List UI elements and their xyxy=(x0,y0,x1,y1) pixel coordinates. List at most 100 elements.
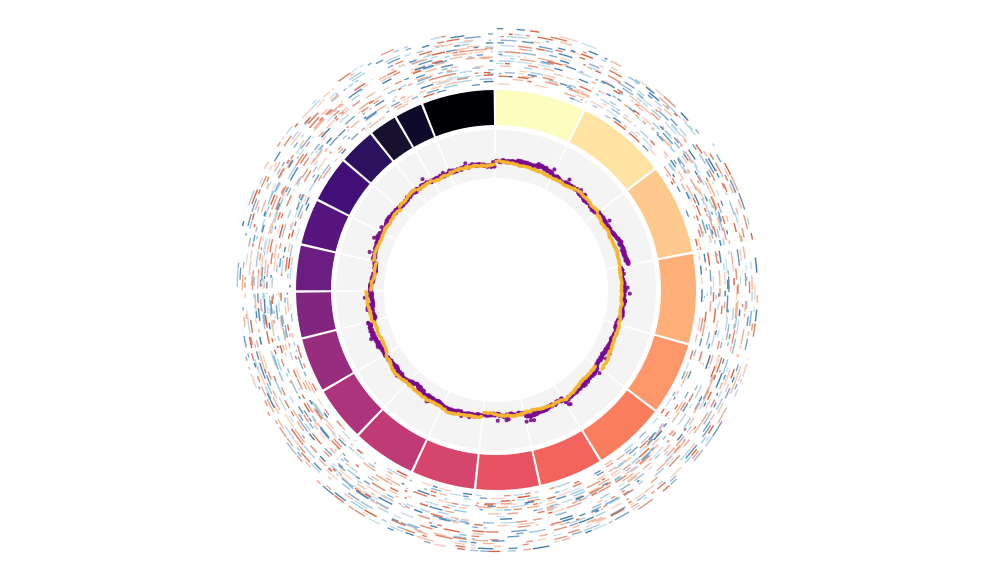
heat-cell xyxy=(271,319,275,328)
heat-cell xyxy=(662,484,671,492)
heat-cell xyxy=(391,517,399,522)
heat-cell xyxy=(607,74,621,84)
heat-cell xyxy=(716,340,721,350)
heat-cell xyxy=(348,83,354,88)
heat-cell xyxy=(717,215,724,232)
heat-cell xyxy=(253,343,257,349)
series-point xyxy=(366,320,371,325)
heat-cell xyxy=(663,450,669,456)
heat-cell xyxy=(705,213,709,217)
ideogram-segment-s3 xyxy=(627,169,693,259)
heat-cell xyxy=(347,469,357,477)
heat-cell xyxy=(613,475,621,481)
heat-cell xyxy=(338,471,343,476)
heat-cell xyxy=(286,437,294,447)
heat-cell xyxy=(579,56,586,60)
heat-cell xyxy=(352,484,365,494)
heat-cell xyxy=(336,93,338,95)
heat-cell xyxy=(689,178,698,191)
heat-cell xyxy=(681,371,689,384)
heat-cell xyxy=(719,341,723,349)
heat-cell xyxy=(557,47,566,51)
heat-cell xyxy=(293,142,299,148)
heat-cell xyxy=(628,500,632,504)
heat-cell xyxy=(586,518,597,524)
heat-cell xyxy=(721,182,725,189)
heat-cell xyxy=(694,385,698,391)
heat-cell xyxy=(703,410,713,425)
heat-cell xyxy=(258,252,262,261)
series-point xyxy=(399,208,403,212)
ideogram-ring xyxy=(295,90,696,490)
heat-cell xyxy=(517,498,526,501)
heat-cell xyxy=(739,249,743,261)
heat-cell xyxy=(697,175,702,183)
heat-cell xyxy=(303,195,308,203)
heat-cell xyxy=(305,203,310,211)
heat-cell xyxy=(438,517,451,522)
heat-cell xyxy=(381,518,388,523)
heat-cell xyxy=(433,44,443,48)
heat-cell xyxy=(298,445,306,454)
heat-cell xyxy=(299,153,308,164)
heat-cell xyxy=(257,365,260,370)
heat-cell xyxy=(675,435,685,447)
heat-cell xyxy=(545,501,557,506)
heat-cell xyxy=(338,438,347,447)
heat-cell xyxy=(712,204,718,216)
heat-cell xyxy=(701,412,709,423)
heat-cell xyxy=(555,511,567,516)
heat-cell xyxy=(450,516,459,520)
heat-cell xyxy=(730,175,739,192)
heat-cell xyxy=(676,185,681,193)
heat-cell xyxy=(248,336,253,349)
heat-cell xyxy=(295,349,298,353)
heat-cell xyxy=(472,539,489,542)
heat-cell xyxy=(378,116,386,122)
heat-cell xyxy=(567,85,572,88)
heat-cell xyxy=(569,517,586,525)
heat-cell xyxy=(726,295,729,312)
heat-cell xyxy=(588,486,601,494)
heat-cell xyxy=(507,549,517,552)
heat-cell xyxy=(302,363,306,368)
heat-cell xyxy=(308,422,314,429)
heat-cell xyxy=(626,497,630,501)
heat-cell xyxy=(279,172,284,178)
heat-cell xyxy=(680,112,689,122)
heat-cell xyxy=(419,524,433,530)
heat-cell xyxy=(328,103,342,116)
heat-cell xyxy=(458,540,468,543)
heat-cell xyxy=(566,521,570,524)
heat-cell xyxy=(366,121,373,127)
heat-cell xyxy=(537,510,545,514)
heat-cell xyxy=(339,114,349,123)
heat-cell xyxy=(704,181,710,190)
heat-cell xyxy=(670,466,682,478)
heat-cell xyxy=(256,206,260,213)
heat-cell xyxy=(539,533,548,537)
heat-cell xyxy=(304,196,310,206)
heat-cell xyxy=(273,243,278,258)
heat-cell xyxy=(700,436,707,444)
heat-cell xyxy=(566,502,582,509)
heat-cell xyxy=(723,369,731,386)
heat-cell xyxy=(419,508,431,513)
heat-cell xyxy=(639,440,649,449)
heat-cell xyxy=(701,323,706,337)
heat-cell xyxy=(285,186,290,193)
line-track-bg-s15 xyxy=(340,218,396,264)
heat-cell xyxy=(286,296,290,312)
heat-cell xyxy=(694,128,700,134)
heat-cell xyxy=(634,113,640,119)
heat-cell xyxy=(276,168,282,175)
series-point xyxy=(369,337,374,342)
heat-cell xyxy=(610,495,616,500)
heat-cell xyxy=(687,158,693,164)
heat-cell xyxy=(667,163,675,172)
heat-cell xyxy=(348,88,362,99)
heat-cell xyxy=(735,207,739,215)
heat-cell xyxy=(541,60,550,64)
heat-cell xyxy=(268,212,272,218)
heat-cell xyxy=(301,434,306,439)
